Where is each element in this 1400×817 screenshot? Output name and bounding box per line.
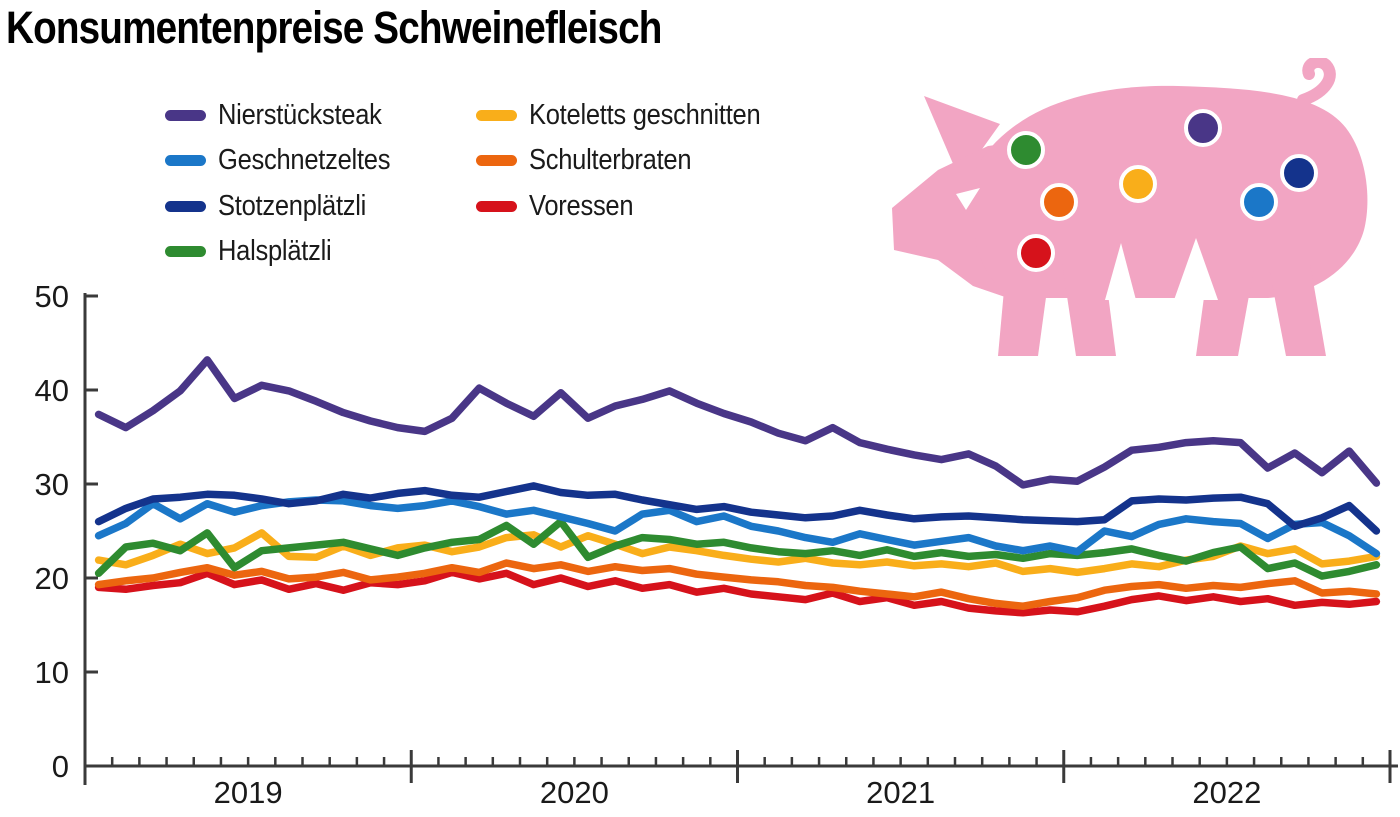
legend-label: Koteletts geschnitten bbox=[528, 98, 761, 131]
series-line-schulterbraten bbox=[94, 559, 1381, 610]
series-line-halspl-tzli bbox=[94, 517, 1381, 580]
legend-item-geschnetzeltes: Geschnetzeltes bbox=[165, 144, 414, 176]
pig-dot-koteletts bbox=[1119, 165, 1157, 203]
series-line-stotzenpl-tzli bbox=[94, 482, 1381, 535]
legend-item-koteletts: Koteletts geschnitten bbox=[475, 98, 792, 131]
legend-label: Geschnetzeltes bbox=[218, 144, 391, 176]
y-axis-label: 20 bbox=[35, 561, 69, 596]
legend-item-voressen: Voressen bbox=[475, 189, 792, 222]
x-axis-year-label: 2022 bbox=[1192, 775, 1261, 810]
pig-dot-geschnetzeltes bbox=[1240, 183, 1278, 221]
pig-cuts-illustration bbox=[892, 58, 1368, 356]
y-axis-label: 10 bbox=[35, 655, 69, 690]
legend-swatch-koteletts bbox=[475, 109, 517, 121]
legend-swatch-nierstuecksteak bbox=[165, 109, 206, 121]
pig-dot-voressen bbox=[1017, 234, 1055, 272]
pig-front-leg-back bbox=[1062, 263, 1116, 356]
page-title: Konsumentenpreise Schweinefleisch bbox=[6, 2, 662, 53]
legend-swatch-voressen bbox=[475, 200, 517, 212]
legend-label: Halsplätzli bbox=[218, 235, 332, 267]
y-axis-label: 0 bbox=[52, 749, 69, 784]
legend-label: Schulterbraten bbox=[528, 144, 692, 176]
y-axis-label: 50 bbox=[35, 279, 69, 314]
y-axis-label: 30 bbox=[35, 467, 69, 502]
chart-legend: Nierstücksteak Geschnetzeltes Stotzenplä… bbox=[165, 98, 792, 283]
legend-item-stotzenplaetzli: Stotzenplätzli bbox=[165, 189, 414, 222]
legend-column-2: Koteletts geschnitten Schulterbraten Vor… bbox=[475, 98, 792, 283]
legend-swatch-geschnetzeltes bbox=[165, 155, 206, 166]
legend-label: Nierstücksteak bbox=[218, 98, 382, 131]
pig-front-leg bbox=[998, 268, 1050, 356]
series-line-nierst-cksteak bbox=[94, 356, 1381, 489]
y-axis-label: 40 bbox=[35, 373, 69, 408]
legend-swatch-schulterbraten bbox=[475, 155, 517, 166]
pig-hind-leg-back bbox=[1268, 263, 1326, 356]
legend-label: Voressen bbox=[528, 189, 634, 222]
pig-body bbox=[973, 85, 1368, 298]
pig-tail bbox=[1297, 58, 1336, 106]
pig-eye bbox=[956, 188, 980, 210]
pig-leg-notch-front bbox=[1105, 243, 1136, 300]
x-axis-year-label: 2021 bbox=[866, 775, 935, 810]
pig-dot-stotzenplaetzli bbox=[1280, 154, 1318, 192]
pig-dot-schulterbraten bbox=[1040, 183, 1078, 221]
pig-dot-nierstuecksteak bbox=[1184, 109, 1222, 147]
legend-swatch-halsplaetzli bbox=[165, 246, 206, 257]
legend-label: Stotzenplätzli bbox=[218, 189, 367, 222]
x-axis-year-label: 2019 bbox=[214, 775, 283, 810]
legend-swatch-stotzenplaetzli bbox=[165, 200, 206, 212]
pig-ear bbox=[924, 96, 1000, 180]
legend-item-schulterbraten: Schulterbraten bbox=[475, 144, 792, 176]
series-line-voressen bbox=[94, 568, 1381, 617]
pig-silhouette bbox=[892, 58, 1368, 356]
pig-dot-halsplaetzli bbox=[1007, 131, 1045, 169]
x-axis-year-label: 2020 bbox=[540, 775, 609, 810]
legend-column-1: Nierstücksteak Geschnetzeltes Stotzenplä… bbox=[165, 98, 414, 283]
legend-item-halsplaetzli: Halsplätzli bbox=[165, 235, 414, 267]
legend-item-nierstuecksteak: Nierstücksteak bbox=[165, 98, 414, 131]
pig-cut-dots bbox=[1007, 109, 1318, 272]
pig-leg-notch-hind bbox=[1174, 238, 1218, 300]
series-line-koteletts-geschnitten bbox=[94, 529, 1381, 577]
